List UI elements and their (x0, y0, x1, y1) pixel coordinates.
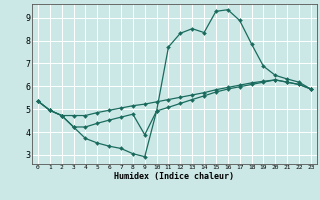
X-axis label: Humidex (Indice chaleur): Humidex (Indice chaleur) (115, 172, 234, 181)
